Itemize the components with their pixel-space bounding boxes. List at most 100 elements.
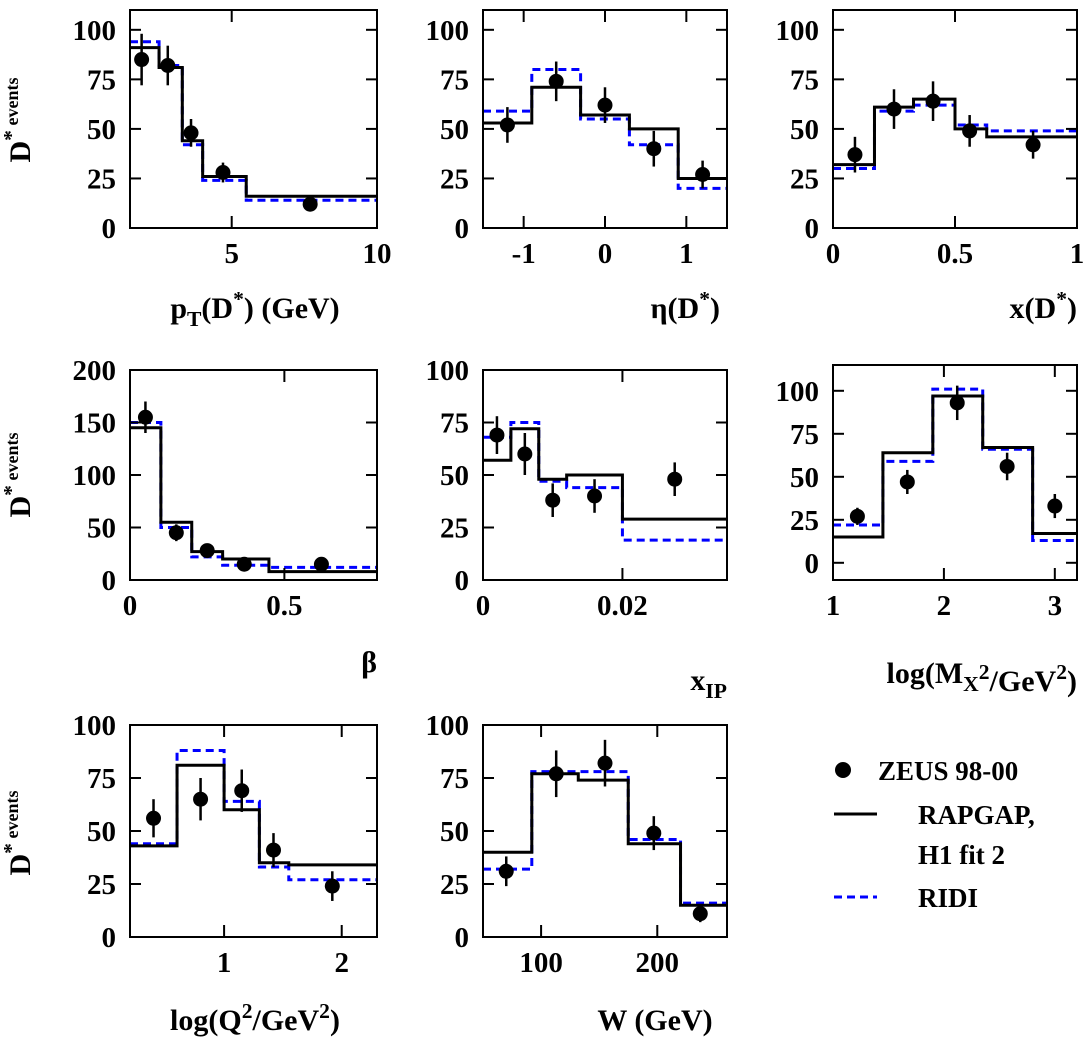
y-axis-beta-events: events bbox=[2, 433, 22, 486]
data-point-w-4 bbox=[692, 906, 708, 922]
x-tick-label-xip-1: 0.02 bbox=[597, 590, 648, 622]
x-axis-q2-label-part-1: 2 bbox=[242, 999, 253, 1023]
x-axis-beta-label-part-0: β bbox=[361, 646, 377, 679]
rapgap-histogram-xd bbox=[833, 97, 1077, 167]
data-point-eta-2 bbox=[597, 97, 613, 113]
y-axis-q2-star: * bbox=[0, 843, 23, 854]
y-tick-label-xip-0: 0 bbox=[455, 565, 470, 597]
legend: ZEUS 98-00 RAPGAP, H1 fit 2 RIDI bbox=[834, 756, 1035, 913]
x-tick-label-beta-1: 0.5 bbox=[266, 590, 302, 622]
data-point-pt-2 bbox=[183, 125, 199, 141]
x-axis-xip-label-part-1: IP bbox=[705, 679, 727, 703]
rapgap-histogram-beta bbox=[130, 426, 377, 574]
x-axis-label-mx: log(MX2/GeV2) bbox=[887, 657, 1078, 698]
y-axis-label-q2: D* events bbox=[0, 791, 37, 876]
x-tick-label-q2-0: 1 bbox=[217, 947, 232, 979]
data-point-eta-4 bbox=[695, 166, 711, 182]
y-axis-beta-star: * bbox=[0, 485, 23, 496]
panel-xd: 0 25 50 75 100 0 0.5 1 x(D*) bbox=[776, 9, 1084, 325]
x-axis-pt-label-part-4: ) (GeV) bbox=[244, 292, 340, 325]
y-tick-label-xip-2: 50 bbox=[440, 460, 469, 492]
x-axis-w-label-part-0: W (GeV) bbox=[597, 1004, 712, 1037]
x-axis-label-xip: xIP bbox=[690, 664, 727, 703]
rapgap-histogram-w bbox=[483, 772, 727, 907]
x-axis-q2-label-part-3: 2 bbox=[319, 999, 330, 1023]
data-point-pt-0 bbox=[134, 52, 150, 68]
x-tick-label-beta-0: 0 bbox=[123, 590, 138, 622]
y-tick-label-pt-3: 75 bbox=[87, 64, 116, 96]
data-point-mx-4 bbox=[1047, 498, 1063, 514]
x-axis-xd-label-part-2: ) bbox=[1067, 292, 1077, 325]
data-point-q2-4 bbox=[324, 878, 340, 894]
data-point-xd-2 bbox=[925, 93, 941, 109]
data-point-xip-2 bbox=[545, 492, 561, 508]
y-tick-label-q2-3: 75 bbox=[87, 763, 116, 795]
x-axis-label-eta: η(D*) bbox=[651, 287, 721, 325]
x-tick-label-pt-0: 5 bbox=[224, 238, 239, 270]
data-point-xd-0 bbox=[847, 147, 863, 163]
data-point-eta-1 bbox=[548, 73, 564, 89]
y-tick-label-mx-1: 25 bbox=[790, 505, 819, 537]
legend-data-marker bbox=[835, 762, 851, 778]
y-tick-label-pt-4: 100 bbox=[73, 15, 117, 47]
x-axis-pt-label-part-2: (D bbox=[201, 292, 233, 325]
data-point-xip-1 bbox=[517, 446, 533, 462]
panel-beta: 0 50 100 150 200 0 0.5 β D* events bbox=[0, 355, 378, 679]
y-tick-label-mx-3: 75 bbox=[790, 419, 819, 451]
x-axis-eta-label-part-2: ) bbox=[710, 292, 720, 325]
y-axis-label-beta: D* events bbox=[0, 433, 37, 518]
ridi-histogram-w bbox=[483, 770, 727, 905]
data-point-xd-1 bbox=[886, 101, 902, 117]
x-axis-q2-label-part-2: /GeV bbox=[252, 1004, 320, 1037]
data-point-beta-0 bbox=[137, 409, 153, 425]
x-axis-label-w: W (GeV) bbox=[597, 1004, 712, 1037]
x-axis-mx-label-part-0: log(M bbox=[887, 657, 964, 690]
panel-frame-beta bbox=[129, 369, 378, 581]
y-tick-label-beta-3: 150 bbox=[73, 408, 117, 440]
data-point-mx-0 bbox=[849, 508, 865, 524]
y-axis-pt-events: events bbox=[2, 78, 22, 131]
rapgap-histogram-xip bbox=[483, 427, 727, 521]
data-point-w-3 bbox=[646, 825, 662, 841]
legend-data-label: ZEUS 98-00 bbox=[878, 756, 1018, 786]
x-tick-label-w-0: 100 bbox=[519, 947, 563, 979]
x-tick-label-mx-1: 2 bbox=[937, 590, 952, 622]
y-tick-label-beta-1: 50 bbox=[87, 513, 116, 545]
rapgap-histogram-pt bbox=[130, 46, 377, 198]
x-tick-label-q2-1: 2 bbox=[334, 947, 349, 979]
y-tick-label-pt-2: 50 bbox=[87, 114, 116, 146]
y-tick-label-w-1: 25 bbox=[440, 869, 469, 901]
y-tick-label-q2-4: 100 bbox=[73, 710, 117, 742]
x-axis-eta-label-part-1: * bbox=[699, 287, 710, 311]
legend-ridi-label: RIDI bbox=[918, 883, 978, 913]
x-axis-mx-label-part-2: 2 bbox=[979, 660, 990, 684]
data-point-w-1 bbox=[548, 766, 564, 782]
x-axis-q2-label-part-0: log(Q bbox=[170, 1004, 242, 1037]
data-point-xip-0 bbox=[489, 427, 505, 443]
legend-rapgap-label-line1: RAPGAP, bbox=[918, 800, 1035, 830]
x-axis-pt-label-part-3: * bbox=[233, 287, 244, 311]
y-tick-label-q2-2: 50 bbox=[87, 816, 116, 848]
data-point-mx-3 bbox=[999, 458, 1015, 474]
y-tick-label-mx-2: 50 bbox=[790, 462, 819, 494]
y-tick-label-xd-4: 100 bbox=[776, 15, 820, 47]
y-tick-label-eta-1: 25 bbox=[440, 163, 469, 195]
data-point-pt-3 bbox=[215, 165, 231, 181]
ridi-histogram-xip bbox=[483, 421, 727, 542]
panel-frame-pt bbox=[129, 9, 378, 229]
y-tick-label-w-4: 100 bbox=[426, 710, 470, 742]
y-tick-label-eta-3: 75 bbox=[440, 64, 469, 96]
x-axis-label-beta: β bbox=[361, 646, 377, 679]
data-point-beta-1 bbox=[168, 525, 184, 541]
y-tick-label-xd-3: 75 bbox=[790, 64, 819, 96]
data-point-mx-1 bbox=[899, 474, 915, 490]
x-axis-mx-label-part-3: /GeV bbox=[989, 665, 1057, 698]
panel-frame-mx bbox=[832, 364, 1078, 581]
y-tick-label-w-0: 0 bbox=[455, 922, 470, 954]
y-axis-pt-star: * bbox=[0, 130, 23, 141]
y-tick-label-eta-2: 50 bbox=[440, 114, 469, 146]
y-tick-label-eta-0: 0 bbox=[455, 213, 470, 245]
